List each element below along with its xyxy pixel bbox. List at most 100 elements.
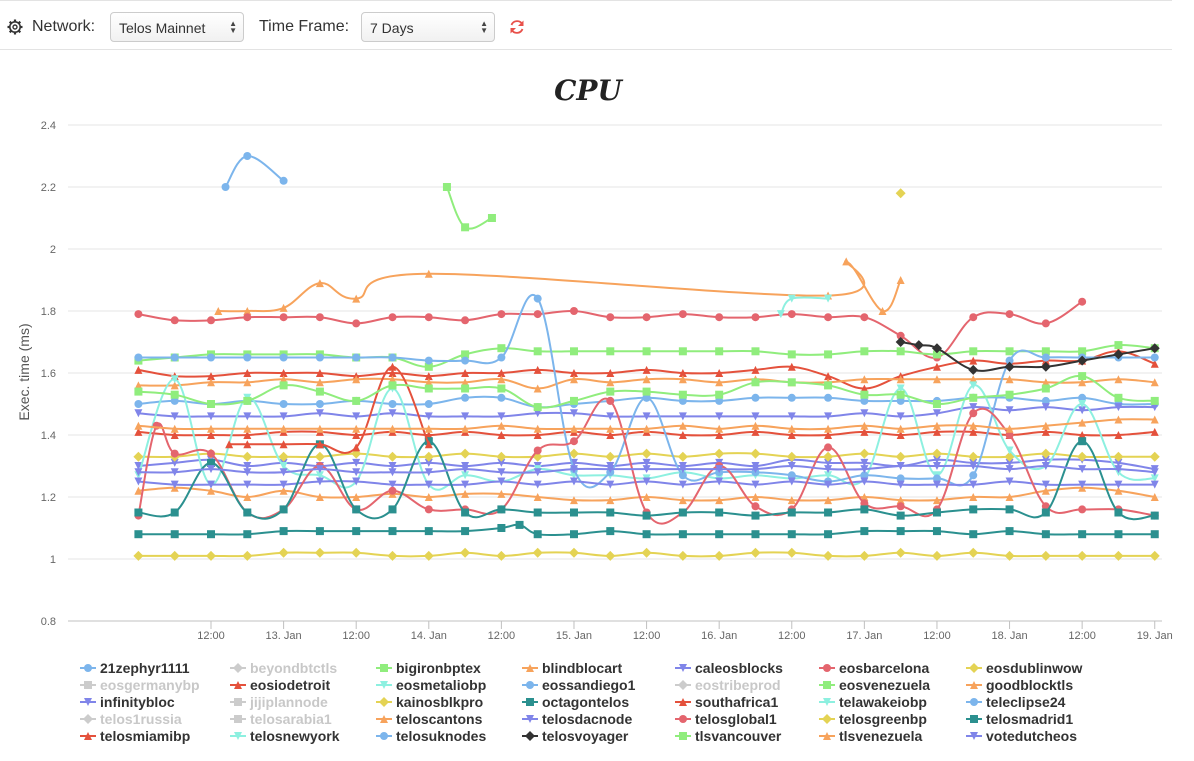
series-telosvoyager: [895, 337, 1160, 375]
legend-label: telosmiamibp: [100, 728, 191, 744]
refresh-icon[interactable]: [507, 17, 527, 37]
data-point: [642, 375, 651, 384]
data-point: [606, 424, 615, 433]
series-eosdublinwow: [895, 188, 906, 199]
data-point: [279, 313, 288, 322]
data-point: [533, 403, 542, 412]
series-line: [224, 155, 285, 188]
data-point: [279, 381, 288, 390]
data-point: [932, 362, 941, 371]
legend-marker: [380, 664, 388, 672]
data-point: [243, 412, 252, 421]
data-point: [678, 390, 687, 399]
data-point: [969, 493, 978, 501]
data-point: [1078, 418, 1087, 427]
data-point: [424, 356, 433, 365]
data-point: [569, 465, 578, 474]
data-point: [678, 369, 687, 377]
data-point: [315, 313, 324, 322]
data-point: [606, 378, 615, 387]
legend-symbol-icon: [522, 664, 538, 672]
data-point: [932, 474, 941, 483]
data-point: [896, 462, 905, 470]
data-point: [1005, 527, 1014, 536]
data-point: [605, 550, 616, 561]
data-point: [1005, 477, 1014, 486]
data-point: [931, 448, 942, 459]
y-tick-label: 2: [50, 244, 56, 256]
data-point: [243, 307, 252, 315]
data-point: [279, 527, 288, 536]
data-point: [715, 508, 724, 517]
data-point: [533, 431, 542, 439]
data-point: [1005, 356, 1014, 365]
data-point: [533, 409, 542, 418]
data-point: [606, 387, 615, 396]
data-point: [461, 527, 470, 536]
data-point: [315, 378, 324, 387]
data-point: [860, 313, 869, 322]
data-point: [787, 431, 796, 439]
data-point: [424, 378, 433, 387]
data-point: [207, 458, 216, 467]
data-point: [787, 496, 796, 505]
legend-symbol-icon: [966, 715, 982, 723]
gear-icon[interactable]: [7, 19, 23, 35]
network-select[interactable]: Telos Mainnet ▲ ▼: [110, 12, 244, 42]
data-point: [1005, 424, 1014, 433]
legend-symbol-icon: [230, 681, 246, 689]
data-point: [1041, 403, 1050, 412]
data-point: [497, 505, 506, 514]
legend-marker: [526, 664, 534, 672]
legend-label: octagontelos: [542, 694, 630, 710]
legend-symbol-icon: [230, 715, 246, 723]
data-point: [1150, 474, 1159, 483]
data-point: [352, 468, 361, 477]
data-point: [896, 390, 905, 399]
data-point: [787, 393, 796, 402]
data-point: [461, 489, 470, 498]
data-point: [352, 294, 361, 303]
y-tick-label: 1.8: [41, 306, 56, 318]
data-point: [896, 474, 905, 483]
data-point: [133, 451, 144, 462]
data-point: [714, 448, 725, 459]
data-point: [315, 409, 324, 418]
data-point: [243, 396, 252, 405]
data-point: [533, 365, 542, 374]
data-point: [642, 465, 651, 474]
legend-label: eosbarcelona: [839, 660, 930, 676]
data-point: [242, 451, 253, 462]
select-arrows-icon: ▲ ▼: [480, 19, 488, 35]
data-point: [388, 468, 397, 477]
data-point: [207, 316, 216, 325]
data-point: [896, 502, 905, 511]
x-tick-label: 16. Jan: [701, 630, 737, 642]
data-point: [1150, 530, 1159, 539]
data-point: [278, 547, 289, 558]
data-point: [352, 375, 361, 384]
data-point: [751, 412, 760, 421]
legend-symbol-icon: [230, 732, 246, 740]
data-point: [170, 353, 179, 362]
data-point: [424, 480, 433, 489]
data-point: [497, 468, 506, 477]
data-point: [497, 412, 506, 421]
data-point: [243, 462, 252, 470]
data-point: [787, 350, 796, 359]
timeframe-select[interactable]: 7 Days ▲ ▼: [361, 12, 495, 42]
data-point: [388, 462, 397, 470]
data-point: [1150, 415, 1159, 424]
data-point: [824, 393, 833, 402]
legend-symbol-icon: [675, 715, 691, 723]
data-point: [169, 550, 180, 561]
data-point: [969, 381, 978, 390]
data-point: [969, 427, 978, 436]
data-point: [678, 530, 687, 539]
data-point: [315, 527, 324, 536]
series-telosdacnode: [134, 477, 1159, 489]
data-point: [1005, 446, 1014, 455]
data-point: [824, 471, 833, 480]
data-point: [787, 310, 796, 319]
data-point: [969, 313, 978, 322]
